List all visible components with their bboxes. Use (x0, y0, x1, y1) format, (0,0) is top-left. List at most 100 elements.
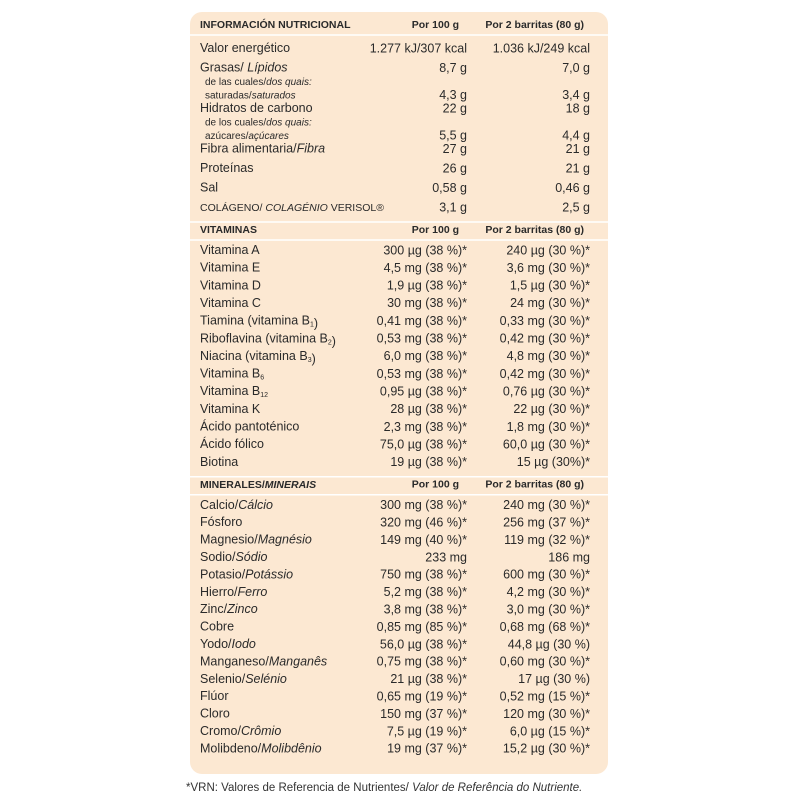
row-label: Calcio/Cálcio (200, 498, 273, 512)
value-cell: 0,53 mg (38 %)* (377, 367, 467, 381)
section-header: MINERALES/MINERAIS (200, 479, 316, 491)
text-segment: Vitamina E (200, 261, 260, 275)
text-segment: Iodo (232, 637, 256, 651)
row-label: Magnesio/Magnésio (200, 533, 312, 547)
value-cell: 4,2 mg (30 %)* (507, 585, 591, 599)
text-segment: Proteínas (200, 161, 254, 175)
row-label: de las cuales/dos quais: (205, 77, 312, 88)
text-segment: Tiamina (vitamina B (200, 314, 310, 328)
text-segment: Riboflavina (vitamina B (200, 332, 328, 346)
text-segment: Selénio (245, 672, 287, 686)
row-label: Biotina (200, 455, 238, 469)
value-cell: 21 g (566, 142, 590, 156)
text-segment: COLÁGENO/ (200, 201, 265, 214)
section-header: VITAMINAS (200, 224, 257, 236)
text-segment: dos quais: (266, 77, 312, 88)
text-segment: 3 (308, 357, 312, 364)
value-cell: 60,0 µg (30 %)* (503, 437, 590, 451)
row-label: Flúor (200, 689, 228, 703)
text-segment: saturados (252, 90, 296, 101)
text-segment: Potássio (245, 568, 293, 582)
value-cell: 0,65 mg (19 %)* (377, 689, 467, 703)
text-segment: Vitamina A (200, 243, 260, 257)
row-label: Vitamina A (200, 243, 260, 257)
text-segment: Fibra alimentaria/ (200, 142, 297, 156)
text-segment: Molibdênio (261, 742, 322, 756)
text-segment: Hidratos de carbono (200, 101, 313, 115)
row-label: Molibdeno/Molibdênio (200, 742, 322, 756)
value-cell: 1,8 mg (30 %)* (507, 420, 591, 434)
row-label: Yodo/Iodo (200, 637, 256, 651)
row-label: Proteínas (200, 161, 254, 175)
text-segment: 2 (328, 339, 332, 346)
value-cell: 3,6 mg (30 %)* (507, 261, 591, 275)
value-cell: 600 mg (30 %)* (503, 568, 590, 582)
value-cell: 24 mg (30 %)* (510, 296, 590, 310)
text-segment: MINERAIS (265, 479, 316, 491)
row-label: Vitamina B6 (200, 367, 264, 382)
row-label: Vitamina K (200, 402, 261, 416)
text-segment: Cloro (200, 707, 230, 721)
value-cell: 256 mg (37 %)* (503, 515, 590, 529)
row-label: Cloro (200, 707, 230, 721)
value-cell: 0,42 mg (30 %)* (500, 367, 590, 381)
row-label: Vitamina B12 (200, 384, 268, 399)
value-cell: 30 mg (38 %)* (387, 296, 467, 310)
value-cell: 5,2 mg (38 %)* (384, 585, 468, 599)
value-cell: 22 g (443, 101, 467, 115)
value-cell: 750 mg (38 %)* (380, 568, 467, 582)
row-label: Vitamina E (200, 261, 260, 275)
text-segment: INFORMACIÓN NUTRICIONAL (200, 18, 351, 31)
value-cell: 2,3 mg (38 %)* (384, 420, 468, 434)
text-segment: Fibra (297, 142, 326, 156)
value-cell: 0,75 mg (38 %)* (377, 655, 467, 669)
text-segment: MINERALES/ (200, 479, 265, 491)
value-cell: 26 g (443, 161, 467, 175)
value-cell: 240 mg (30 %)* (503, 498, 590, 512)
text-segment: azúcares/ (205, 131, 249, 142)
value-cell: 0,53 mg (38 %)* (377, 332, 467, 346)
row-label: Niacina (vitamina B3) (200, 349, 316, 366)
text-segment: Cálcio (238, 498, 273, 512)
value-cell: 3,0 mg (30 %)* (507, 602, 591, 616)
row-label: saturadas/saturados (205, 90, 296, 101)
value-cell: 7,5 µg (19 %)* (387, 724, 467, 738)
column-header: Por 100 g (412, 479, 459, 491)
value-cell: 0,85 mg (85 %)* (377, 620, 467, 634)
value-cell: 0,52 mg (15 %)* (500, 689, 590, 703)
text-segment: ) (332, 335, 336, 349)
text-segment: Vitamina B (200, 367, 260, 381)
text-segment: VERISOL® (328, 202, 384, 214)
value-cell: 149 mg (40 %)* (380, 533, 467, 547)
value-cell: 28 µg (38 %)* (390, 402, 467, 416)
text-segment: Hierro/ (200, 585, 238, 599)
value-cell: 2,5 g (562, 200, 590, 214)
text-segment: Yodo/ (200, 637, 232, 651)
text-segment: Flúor (200, 689, 228, 703)
row-label: Tiamina (vitamina B1) (200, 314, 318, 331)
text-segment: 1 (310, 321, 314, 328)
text-segment: Ácido fólico (200, 436, 264, 451)
row-label: Cobre (200, 620, 234, 634)
value-cell: 3,8 mg (38 %)* (384, 602, 468, 616)
value-cell: 4,3 g (439, 88, 467, 102)
text-segment: Niacina (vitamina B (200, 349, 308, 363)
text-segment: Cromo/ (200, 724, 242, 738)
value-cell: 240 µg (30 %)* (506, 243, 590, 257)
row-label: Hidratos de carbono (200, 101, 313, 115)
row-label: Grasas/ Lípidos (200, 61, 288, 75)
text-segment: Molibdeno/ (200, 742, 262, 756)
panel (190, 12, 608, 774)
value-cell: 3,4 g (562, 88, 590, 102)
value-cell: 44,8 µg (30 %) (508, 637, 590, 651)
value-cell: 1.036 kJ/249 kcal (493, 41, 590, 55)
value-cell: 0,60 mg (30 %)* (500, 655, 590, 669)
row-label: Ácido pantoténico (200, 419, 299, 434)
text-segment: COLAGÉNIO (265, 201, 327, 214)
row-label: Fósforo (200, 515, 242, 529)
text-segment: Sódio (235, 550, 267, 564)
value-cell: 21 µg (38 %)* (390, 672, 467, 686)
row-label: Manganeso/Manganês (200, 655, 327, 669)
value-cell: 3,1 g (439, 200, 467, 214)
